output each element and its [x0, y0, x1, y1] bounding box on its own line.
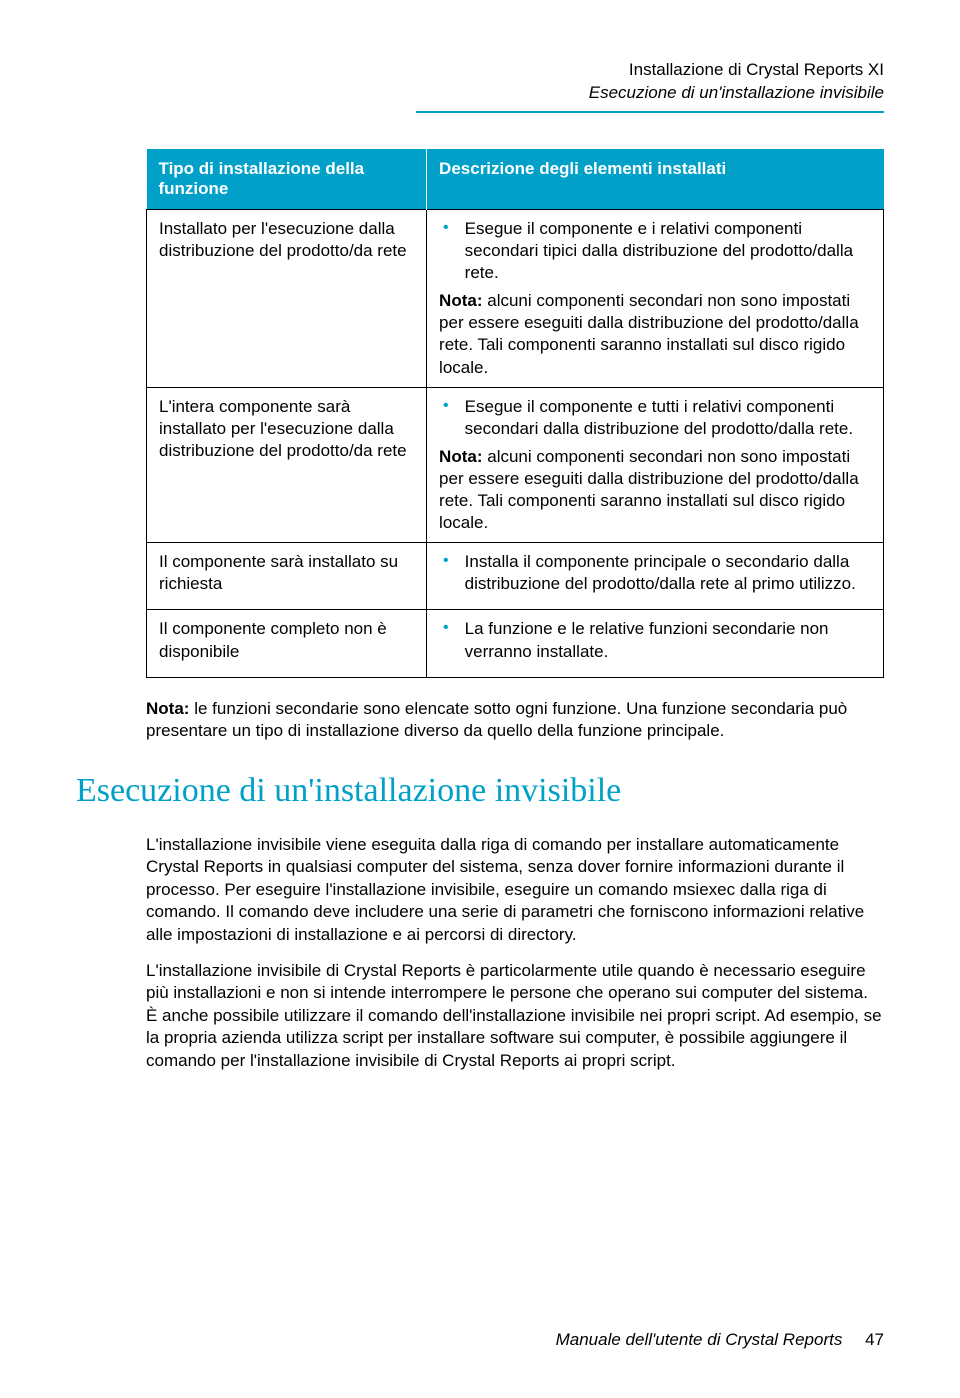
section-heading: Esecuzione di un'installazione invisibil… — [76, 772, 884, 810]
table-cell-left: Il componente completo non è disponibile — [147, 610, 427, 677]
footer-page-number: 47 — [865, 1330, 884, 1349]
note-below-text: le funzioni secondarie sono elencate sot… — [146, 699, 847, 740]
header-divider — [416, 111, 884, 113]
table-row: Il componente sarà installato su richies… — [147, 543, 884, 610]
nota-text: alcuni componenti secondari non sono imp… — [439, 447, 859, 532]
table-header-col1: Tipo di installazione della funzione — [147, 149, 427, 210]
bullet-text: Esegue il componente e i relativi compon… — [465, 218, 871, 284]
table-row: Installato per l'esecuzione dalla distri… — [147, 210, 884, 388]
table-cell-left: Installato per l'esecuzione dalla distri… — [147, 210, 427, 388]
body-paragraph-1: L'installazione invisibile viene eseguit… — [146, 834, 884, 946]
body-paragraph-2: L'installazione invisibile di Crystal Re… — [146, 960, 884, 1072]
nota-label: Nota: — [146, 699, 189, 718]
table-cell-right: • Esegue il componente e tutti i relativ… — [427, 387, 884, 543]
header-chapter: Installazione di Crystal Reports XI — [76, 60, 884, 80]
bullet-icon: • — [443, 551, 449, 572]
page-footer: Manuale dell'utente di Crystal Reports 4… — [556, 1330, 884, 1350]
bullet-icon: • — [443, 218, 449, 239]
footer-title: Manuale dell'utente di Crystal Reports — [556, 1330, 843, 1349]
table-cell-left: L'intera componente sarà installato per … — [147, 387, 427, 543]
header-section: Esecuzione di un'installazione invisibil… — [76, 83, 884, 103]
page-header: Installazione di Crystal Reports XI Esec… — [76, 60, 884, 113]
nota-label: Nota: — [439, 447, 482, 466]
table-cell-left: Il componente sarà installato su richies… — [147, 543, 427, 610]
table-cell-right: • La funzione e le relative funzioni sec… — [427, 610, 884, 677]
nota-label: Nota: — [439, 291, 482, 310]
table-cell-right: • Installa il componente principale o se… — [427, 543, 884, 610]
bullet-text: Esegue il componente e tutti i relativi … — [465, 396, 871, 440]
bullet-icon: • — [443, 618, 449, 639]
table-header-col2: Descrizione degli elementi installati — [427, 149, 884, 210]
note-below-table: Nota: le funzioni secondarie sono elenca… — [146, 698, 884, 742]
installation-type-table: Tipo di installazione della funzione Des… — [146, 149, 884, 678]
nota-text: alcuni componenti secondari non sono imp… — [439, 291, 859, 376]
table-row: Il componente completo non è disponibile… — [147, 610, 884, 677]
table-cell-right: • Esegue il componente e i relativi comp… — [427, 210, 884, 388]
bullet-text: La funzione e le relative funzioni secon… — [465, 618, 871, 662]
table-row: L'intera componente sarà installato per … — [147, 387, 884, 543]
bullet-text: Installa il componente principale o seco… — [465, 551, 871, 595]
bullet-icon: • — [443, 396, 449, 417]
